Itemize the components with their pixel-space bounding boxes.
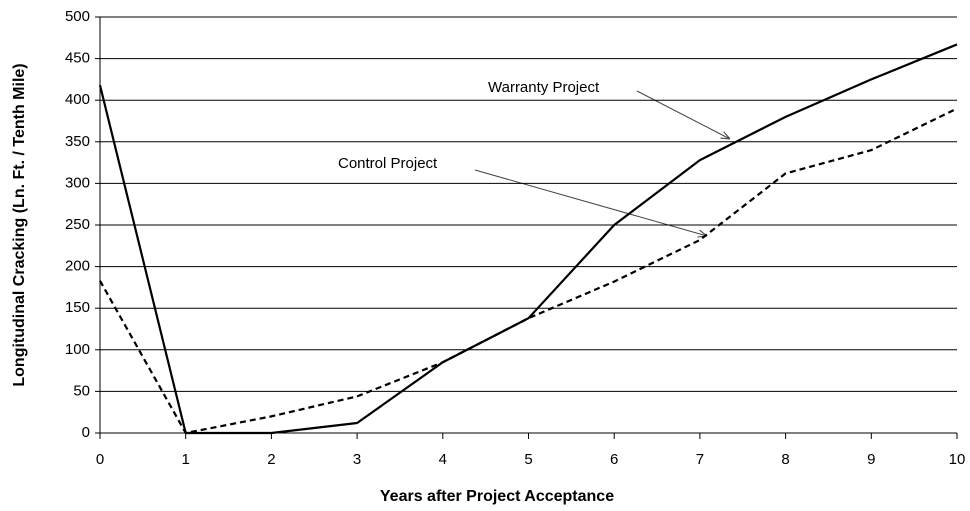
annotation: Control Project — [338, 155, 438, 172]
x-tick-label: 6 — [610, 451, 618, 468]
x-tick-label: 10 — [949, 451, 966, 468]
y-axis-label: Longitudinal Cracking (Ln. Ft. / Tenth M… — [11, 63, 28, 386]
y-tick-label: 200 — [65, 258, 90, 275]
y-tick-label: 0 — [82, 424, 90, 441]
series-line — [99, 107, 958, 435]
y-tick-label: 400 — [65, 91, 90, 108]
x-axis-label: Years after Project Acceptance — [380, 488, 614, 505]
x-tick-label: 9 — [867, 451, 875, 468]
series-line — [98, 43, 958, 435]
x-tick-label: 2 — [267, 451, 275, 468]
y-tick-label: 100 — [65, 341, 90, 358]
y-tick-label: 50 — [73, 382, 90, 399]
y-tick-label: 500 — [65, 8, 90, 25]
annotation-arrow — [636, 90, 730, 139]
x-tick-label: 4 — [439, 451, 447, 468]
x-tick-label: 5 — [524, 451, 532, 468]
y-tick-label: 350 — [65, 133, 90, 150]
y-tick-label: 250 — [65, 216, 90, 233]
annotation: Warranty Project — [488, 79, 600, 96]
y-tick-label: 150 — [65, 299, 90, 316]
y-tick-label: 300 — [65, 174, 90, 191]
x-tick-label: 1 — [182, 451, 190, 468]
x-tick-label: 3 — [353, 451, 361, 468]
y-tick-label: 450 — [65, 50, 90, 67]
x-tick-label: 7 — [696, 451, 704, 468]
x-tick-label: 0 — [96, 451, 104, 468]
x-tick-label: 8 — [781, 451, 789, 468]
